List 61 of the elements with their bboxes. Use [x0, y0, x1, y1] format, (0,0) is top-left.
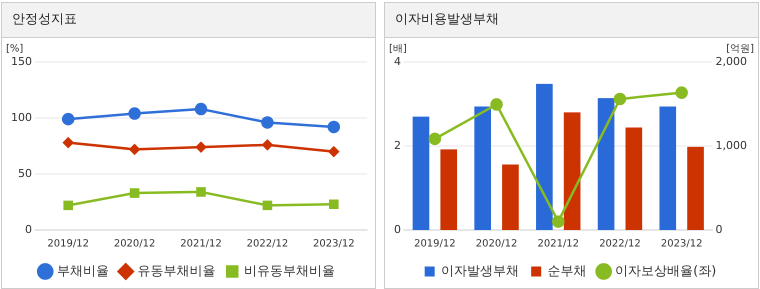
x-tick-label: 2020/12 [476, 238, 518, 250]
bar [564, 112, 580, 230]
bar [626, 128, 642, 230]
chart-title: 안정성지표 [2, 3, 375, 38]
bar [687, 146, 704, 230]
x-tick-label: 2020/12 [114, 238, 156, 250]
point [194, 102, 208, 116]
x-tick-label: 2021/12 [537, 238, 580, 250]
point [428, 132, 442, 146]
x-tick-label: 2021/12 [180, 238, 222, 250]
y2-tick-label: 2,000 [716, 54, 748, 68]
point [262, 200, 272, 210]
point [196, 142, 206, 152]
point [62, 137, 74, 148]
y2-axis-title: [억원] [726, 44, 754, 55]
point [328, 146, 340, 157]
y-tick-label: 2 [394, 138, 401, 152]
y-axis-title: [배] [389, 44, 407, 55]
bar [502, 164, 519, 230]
point [328, 120, 340, 134]
bar [440, 149, 458, 230]
point [262, 140, 273, 150]
point [196, 187, 206, 197]
x-tick-label: 2022/12 [599, 238, 641, 250]
point [552, 215, 565, 228]
point [128, 107, 141, 120]
point [614, 92, 626, 106]
y-tick-label: 4 [394, 54, 401, 68]
point [129, 144, 140, 155]
x-tick-label: 2023/12 [660, 238, 702, 250]
y-axis-title: [%] [6, 44, 24, 55]
point [261, 116, 274, 129]
point [130, 188, 140, 198]
bar [474, 106, 491, 230]
point [329, 199, 339, 210]
x-tick-label: 2019/12 [47, 238, 89, 250]
y-tick-label: 50 [18, 166, 32, 180]
x-tick-label: 2023/12 [313, 238, 355, 250]
point [62, 112, 74, 126]
bar [659, 106, 676, 230]
point [490, 98, 503, 111]
x-tick-label: 2022/12 [246, 238, 288, 250]
legend-label: 순부채 [548, 264, 587, 279]
y-tick-label: 0 [394, 222, 401, 236]
bar [536, 84, 553, 230]
y2-tick-label: 0 [716, 222, 723, 236]
y-tick-label: 0 [24, 222, 32, 236]
x-tick-label: 2019/12 [414, 238, 456, 250]
legend-label: 유동부채비율 [137, 264, 216, 279]
y2-tick-label: 1,000 [716, 138, 748, 152]
legend-label: 부채비율 [56, 264, 109, 279]
y-tick-label: 150 [10, 54, 32, 68]
legend-label: 이자발생부채 [441, 264, 520, 279]
legend-label: 비유동부채비율 [244, 264, 335, 279]
point [63, 200, 73, 210]
chart-title: 이자비용발생부채 [385, 3, 758, 38]
bar [598, 98, 614, 230]
bar [412, 116, 430, 230]
legend-label: 이자보상배율(좌) [615, 264, 716, 279]
y-tick-label: 100 [10, 110, 32, 124]
point [675, 86, 688, 99]
